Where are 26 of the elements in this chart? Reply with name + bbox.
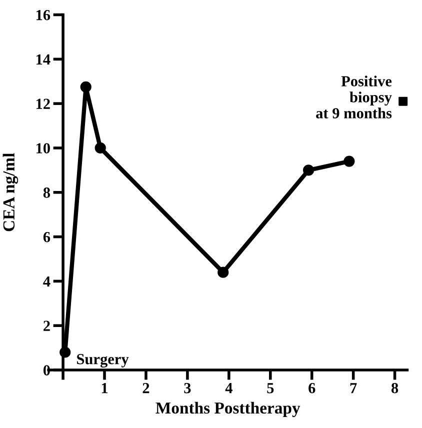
x-tick-label: 8 (391, 382, 398, 394)
annotation: Surgery (77, 354, 129, 368)
x-tick-label: 2 (142, 382, 150, 394)
y-tick-label: 6 (43, 232, 50, 242)
y-tick-label: 14 (36, 54, 50, 64)
x-tick-label: 4 (225, 383, 232, 394)
point (94, 142, 106, 154)
point (344, 156, 355, 167)
point (398, 96, 408, 106)
annotation: Positive biopsy at 9 months (316, 76, 392, 118)
x-tick-label: 7 (350, 383, 357, 394)
x-tick-label: 6 (308, 382, 316, 394)
y-tick-label: 16 (36, 10, 50, 20)
x-tick-label: 1 (102, 383, 108, 394)
x-tick-label: 5 (267, 383, 274, 394)
point (80, 81, 92, 92)
point (218, 266, 229, 278)
y-tick-label: 8 (43, 188, 50, 198)
y-tick-label: 4 (43, 276, 50, 286)
y-axis-title: CEA ng/ml (2, 153, 18, 232)
y-tick-label: 2 (44, 320, 50, 331)
x-axis-title: Months Posttherapy (156, 402, 300, 418)
x-tick-label: 3 (184, 382, 191, 394)
point (302, 164, 314, 176)
y-tick-label: 10 (36, 143, 50, 154)
y-tick-label: 12 (36, 98, 50, 109)
